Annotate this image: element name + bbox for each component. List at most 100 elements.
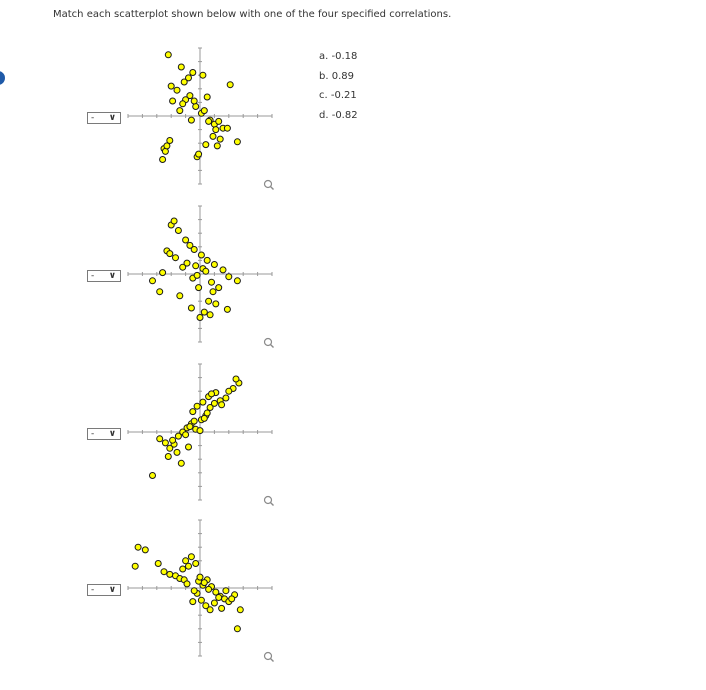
data-point [206, 404, 214, 411]
data-point [206, 606, 214, 614]
data-point [202, 602, 210, 610]
data-point [190, 587, 198, 595]
data-point [212, 126, 220, 134]
data-point [233, 138, 241, 146]
data-point [196, 314, 204, 321]
data-point [163, 142, 171, 150]
data-point [226, 81, 234, 89]
answer-select-1[interactable]: - ∨ [87, 112, 121, 124]
data-point [166, 570, 174, 578]
data-point [212, 588, 220, 596]
data-point [141, 546, 149, 554]
data-point [159, 269, 167, 277]
answer-select-2[interactable]: - ∨ [87, 270, 121, 282]
data-point [199, 398, 207, 406]
select-value: - [91, 585, 95, 595]
data-point [156, 435, 164, 443]
data-point [131, 562, 139, 570]
data-point [199, 71, 207, 79]
data-point [208, 390, 215, 398]
chevron-down-icon: ∨ [108, 585, 116, 595]
data-point [200, 308, 208, 316]
data-point [219, 266, 227, 274]
data-point [222, 587, 230, 595]
chevron-down-icon: ∨ [108, 113, 116, 123]
data-point [187, 553, 195, 561]
data-point [210, 599, 218, 607]
data-point [228, 595, 236, 603]
data-point [197, 596, 205, 604]
magnifier-icon[interactable] [263, 337, 274, 348]
data-point [215, 284, 223, 292]
data-point [218, 604, 226, 612]
data-point [182, 557, 190, 565]
data-point [183, 259, 191, 267]
data-point [209, 132, 217, 140]
data-point [196, 573, 204, 581]
data-point [169, 436, 177, 444]
data-point [208, 278, 215, 286]
data-point [206, 311, 214, 319]
data-point [193, 271, 201, 279]
magnifier-icon[interactable] [263, 179, 274, 190]
data-point [203, 256, 211, 264]
data-point [200, 107, 208, 115]
data-point [169, 97, 177, 105]
data-point [216, 135, 224, 143]
chevron-down-icon: ∨ [108, 271, 116, 281]
data-point [210, 399, 218, 407]
data-point [156, 288, 164, 296]
data-point [197, 251, 205, 259]
data-point [192, 262, 200, 270]
data-point [185, 443, 192, 451]
data-point [185, 562, 192, 570]
data-point [149, 277, 156, 285]
data-point [200, 579, 208, 587]
data-point [186, 241, 194, 249]
data-point [225, 273, 233, 281]
magnifier-icon[interactable] [263, 651, 274, 662]
magnifier-icon[interactable] [263, 495, 274, 506]
data-point [205, 585, 213, 593]
data-point [225, 387, 233, 395]
choice-b: b. 0.89 [319, 70, 354, 82]
answer-select-3[interactable]: - ∨ [87, 428, 121, 440]
data-point [177, 63, 185, 71]
data-point [159, 156, 167, 163]
data-point [166, 137, 174, 144]
data-point [185, 74, 192, 82]
data-point [164, 51, 172, 59]
answer-select-4[interactable]: - ∨ [87, 584, 121, 596]
data-point [232, 375, 240, 383]
data-point [183, 580, 191, 588]
scatterplot-1 [127, 47, 274, 190]
data-point [187, 304, 195, 312]
data-point [149, 472, 156, 479]
data-point [154, 560, 162, 567]
data-point [189, 598, 197, 606]
data-point [196, 427, 204, 435]
data-point [236, 606, 244, 614]
select-value: - [91, 113, 95, 123]
data-point [213, 142, 221, 150]
data-point [180, 78, 188, 86]
data-point [212, 300, 220, 308]
data-point [176, 107, 184, 115]
data-point [167, 82, 175, 90]
data-point [190, 246, 198, 253]
data-point [202, 141, 210, 149]
data-point [195, 284, 203, 292]
data-point [170, 217, 178, 225]
data-point [173, 86, 181, 94]
data-point [203, 93, 211, 101]
choice-a: a. -0.18 [319, 51, 358, 62]
data-point [173, 448, 181, 456]
data-point [160, 568, 168, 576]
data-point [202, 267, 210, 275]
select-value: - [91, 271, 95, 281]
data-point [134, 543, 142, 551]
data-point [177, 459, 185, 467]
side-marker [0, 71, 5, 85]
data-point [166, 444, 174, 452]
data-point [192, 560, 200, 567]
